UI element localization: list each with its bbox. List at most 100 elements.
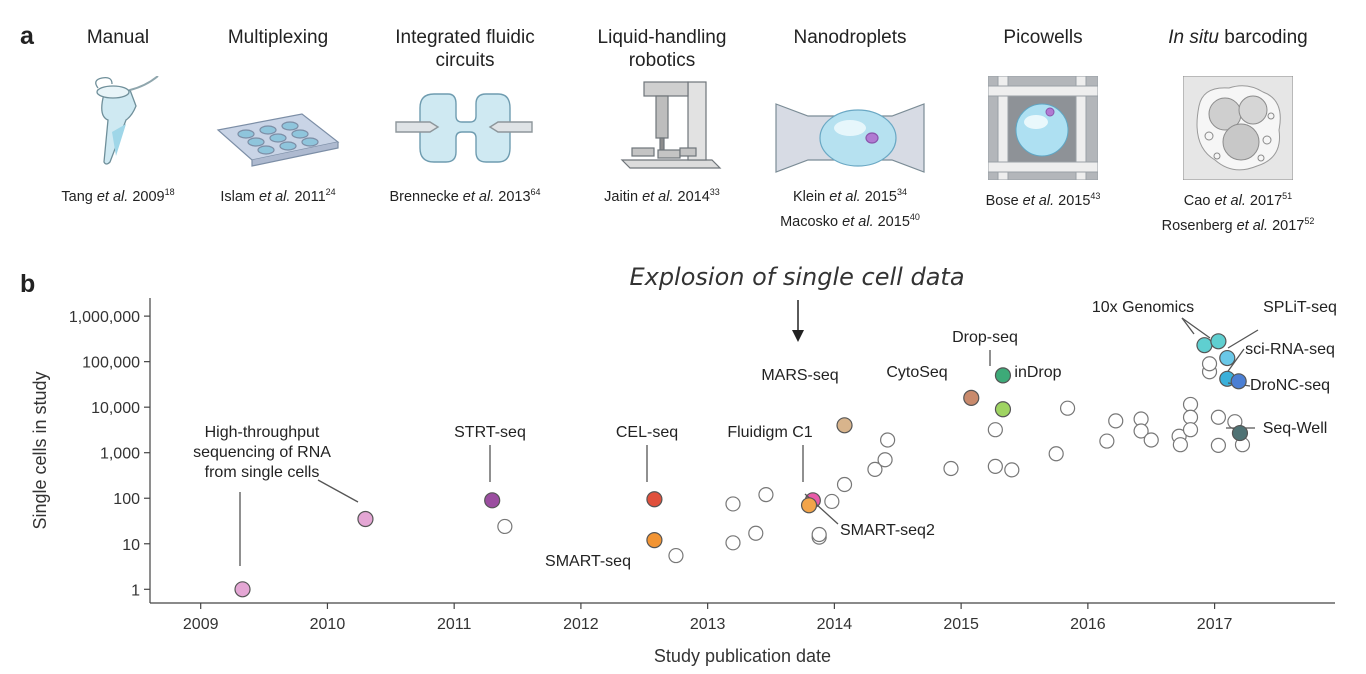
data-point	[725, 535, 741, 551]
y-tick-label: 10,000	[91, 400, 140, 417]
point-label: SPLiT-seq	[1263, 299, 1337, 316]
citation-year: 2013	[494, 188, 531, 205]
data-point-highlighted	[994, 367, 1012, 384]
technology-name: Nanodroplets	[793, 27, 907, 48]
technology-3: Liquid-handling robotics Jaitin et al. 2…	[567, 26, 757, 207]
citation-etal: et al.	[1214, 192, 1246, 209]
technology-references: Jaitin et al. 201433	[567, 182, 757, 207]
data-point	[943, 460, 959, 477]
citation-pre: Cao	[1183, 192, 1215, 209]
point-label: SMART-seq2	[840, 522, 935, 539]
citation-sup: 24	[325, 187, 336, 197]
data-point-highlighted	[1219, 370, 1236, 387]
point-label: 10x Genomics	[1092, 299, 1194, 316]
data-point	[1099, 433, 1115, 449]
x-tick-label: 2015	[943, 616, 979, 633]
label-leader-line	[804, 493, 839, 525]
data-point	[1004, 462, 1020, 478]
citation-etal: et al.	[462, 188, 495, 205]
technology-name: Liquid-handling robotics	[597, 27, 727, 71]
citation-year: 2015	[1054, 192, 1091, 209]
technology-2: Integrated fluidic circuits Brennecke et…	[370, 26, 560, 207]
citation-year: 2014	[673, 188, 710, 205]
data-point-highlighted	[1196, 337, 1213, 354]
citation-etal: et al.	[96, 188, 129, 205]
data-point	[1201, 356, 1218, 372]
technology-4: Nanodroplets Klein et al. 201534 Macosko …	[755, 26, 945, 232]
data-point-highlighted	[800, 497, 818, 514]
data-point-highlighted	[1231, 424, 1249, 442]
technology-name-rest: barcoding	[1218, 27, 1308, 48]
data-point-highlighted	[994, 401, 1012, 418]
panel-a-letter: a	[20, 22, 34, 50]
citation-sup: 51	[1282, 191, 1293, 201]
microcentrifuge-tube-icon	[95, 76, 159, 165]
x-tick-label: 2017	[1197, 616, 1233, 633]
point-label: CEL-seq	[616, 424, 678, 441]
x-tick-label: 2009	[183, 616, 219, 633]
point-label: Fluidigm C1	[727, 424, 812, 441]
y-tick-label: 100	[113, 491, 140, 508]
reference-citation: Tang et al. 200918	[23, 182, 213, 207]
data-point	[1143, 432, 1159, 448]
annotation-arrow-head	[792, 330, 804, 342]
data-point	[1182, 422, 1199, 438]
citation-etal: et al.	[1022, 192, 1055, 209]
citation-pre: Macosko	[780, 213, 843, 230]
data-point	[836, 476, 853, 493]
citation-pre: Klein	[792, 188, 830, 205]
label-leader-line	[1181, 317, 1211, 339]
technology-name: Integrated fluidic circuits	[395, 27, 535, 71]
technology-references: Islam et al. 201124	[183, 182, 373, 207]
technology-name: Manual	[86, 27, 150, 48]
liquid-handling-robot-icon	[620, 81, 722, 169]
point-label: STRT-seq	[454, 424, 526, 441]
technology-references: Cao et al. 201751 Rosenberg et al. 201752	[1143, 186, 1333, 236]
citation-sup: 18	[164, 187, 175, 197]
citation-pre: Brennecke	[389, 188, 463, 205]
data-point	[1201, 364, 1218, 380]
point-label: DroNC-seq	[1250, 377, 1330, 394]
citation-sup: 34	[897, 187, 908, 197]
technology-references: Bose et al. 201543	[948, 186, 1138, 211]
data-point-highlighted	[646, 491, 663, 508]
point-label: High-throughput	[205, 424, 320, 441]
citation-year: 2017	[1268, 217, 1305, 234]
x-tick-label: 2010	[310, 616, 346, 633]
label-leader-line	[1227, 382, 1251, 387]
data-point	[1059, 400, 1076, 416]
data-point-highlighted	[646, 532, 663, 549]
reference-citation: Brennecke et al. 201364	[370, 182, 560, 207]
data-point	[987, 422, 1003, 438]
y-axis-label: Single cells in study	[30, 371, 50, 529]
data-point-highlighted	[1219, 349, 1236, 367]
citation-sup: 40	[909, 211, 920, 222]
data-point	[1048, 446, 1064, 462]
reference-citation: Macosko et al. 201540	[755, 207, 945, 232]
data-point-highlighted	[1230, 373, 1247, 390]
label-leader-line	[1225, 348, 1245, 375]
point-label: inDrop	[1014, 364, 1061, 381]
data-point	[725, 496, 741, 512]
data-point-highlighted	[963, 389, 980, 406]
citation-pre: Tang	[61, 188, 97, 205]
citation-year: 2017	[1245, 192, 1283, 209]
citation-pre: Islam	[220, 188, 259, 205]
data-point	[867, 461, 883, 477]
data-point	[1182, 396, 1199, 413]
citation-sup: 43	[1090, 191, 1101, 201]
citation-year: 2011	[290, 188, 326, 205]
in-situ-barcoding-cell-icon	[1183, 76, 1293, 180]
point-label: MARS-seq	[761, 367, 838, 384]
data-point	[1133, 411, 1149, 427]
technology-name: Picowells	[1003, 27, 1083, 48]
citation-year: 2015	[860, 188, 897, 205]
technology-name: In situ barcoding	[1143, 26, 1333, 72]
citation-pre: Jaitin	[604, 188, 643, 205]
technology-name-italic: In situ	[1168, 27, 1219, 48]
citation-sup: 33	[709, 187, 720, 197]
data-point	[1171, 428, 1187, 444]
data-point	[1182, 409, 1199, 425]
data-point	[1234, 437, 1251, 453]
citation-etal: et al.	[842, 213, 874, 230]
